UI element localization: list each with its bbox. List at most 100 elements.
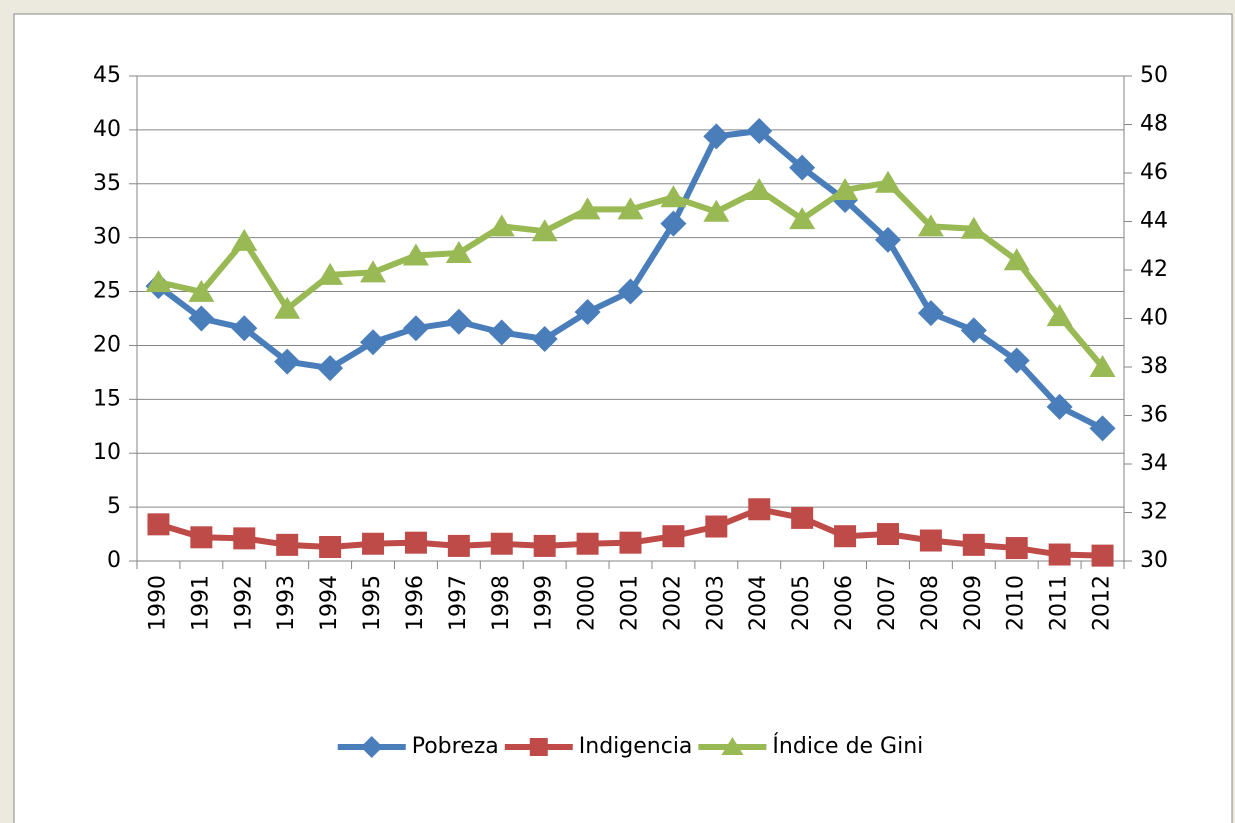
y2-tick-label: 36 <box>1140 403 1168 428</box>
x-tick-label: 2002 <box>660 575 685 631</box>
point-marker <box>445 241 472 264</box>
point-marker <box>834 525 857 548</box>
point-marker <box>360 260 387 283</box>
point-marker <box>276 533 299 556</box>
legend-marker <box>721 737 744 755</box>
x-tick-label: 1998 <box>489 575 514 631</box>
y2-tick-label: 34 <box>1140 451 1168 476</box>
x-tick-label: 2009 <box>961 575 986 631</box>
y2-tick-label: 46 <box>1140 160 1168 185</box>
y-tick-label: 30 <box>93 225 121 250</box>
point-marker <box>360 329 387 356</box>
point-marker <box>488 214 515 237</box>
x-tick-label: 2006 <box>832 575 857 631</box>
point-marker <box>231 228 258 251</box>
x-tick-label: 2011 <box>1047 575 1072 631</box>
point-marker <box>917 214 944 237</box>
y2-tick-label: 48 <box>1140 112 1168 137</box>
y-tick-label: 0 <box>107 548 121 573</box>
x-tick-label: 2012 <box>1090 575 1115 631</box>
point-marker <box>1003 347 1030 374</box>
point-marker <box>274 296 301 319</box>
x-tick-label: 2008 <box>918 575 943 631</box>
point-marker <box>703 199 730 222</box>
point-marker <box>402 315 429 342</box>
point-marker <box>1048 543 1071 566</box>
legend-marker <box>529 738 548 756</box>
point-marker <box>1003 248 1030 271</box>
point-marker <box>660 185 687 208</box>
point-marker <box>1089 355 1116 377</box>
y2-tick-label: 40 <box>1140 306 1168 331</box>
y2-tick-label: 38 <box>1140 354 1168 379</box>
x-tick-label: 2004 <box>746 575 771 631</box>
point-marker <box>874 170 901 193</box>
point-marker <box>705 515 728 538</box>
point-marker <box>233 527 256 550</box>
point-marker <box>1091 544 1114 567</box>
x-tick-label: 1993 <box>274 575 299 631</box>
point-marker <box>447 534 470 557</box>
point-marker <box>960 317 987 344</box>
point-marker <box>746 117 773 144</box>
point-marker <box>748 498 771 521</box>
point-marker <box>445 308 472 335</box>
legend-label: Indigencia <box>579 734 693 759</box>
point-marker <box>488 319 515 346</box>
y-tick-label: 45 <box>93 63 121 88</box>
point-marker <box>190 526 213 549</box>
point-marker <box>789 154 816 181</box>
point-marker <box>1005 537 1028 560</box>
y2-tick-label: 42 <box>1140 257 1168 282</box>
legend-label: Índice de Gini <box>772 733 923 759</box>
point-marker <box>1089 415 1116 442</box>
x-tick-label: 1991 <box>188 575 213 631</box>
point-marker <box>660 210 687 237</box>
point-marker <box>874 226 901 253</box>
y-tick-label: 20 <box>93 332 121 357</box>
point-marker <box>402 243 429 266</box>
x-tick-label: 2000 <box>575 575 600 631</box>
point-marker <box>876 523 899 546</box>
point-marker <box>962 533 985 556</box>
x-tick-label: 2005 <box>789 575 814 631</box>
x-tick-label: 1990 <box>145 575 170 631</box>
point-marker <box>533 534 556 557</box>
legend: Pobreza Indigencia Índice de Gini <box>337 733 923 759</box>
point-marker <box>319 535 342 558</box>
point-marker <box>617 197 644 220</box>
y-tick-label: 35 <box>93 171 121 196</box>
point-marker <box>317 355 344 382</box>
point-marker <box>188 279 215 302</box>
y-tick-label: 25 <box>93 279 121 304</box>
point-marker <box>1046 304 1073 327</box>
legend-marker <box>360 736 383 758</box>
point-marker <box>832 177 859 200</box>
point-marker <box>619 531 642 554</box>
point-marker <box>531 325 558 352</box>
point-marker <box>231 315 258 342</box>
x-tick-label: 2007 <box>875 575 900 631</box>
point-marker <box>574 197 601 220</box>
point-marker <box>789 207 816 230</box>
y-tick-label: 40 <box>93 117 121 142</box>
point-marker <box>574 299 601 326</box>
point-marker <box>919 529 942 552</box>
point-marker <box>145 270 172 293</box>
point-marker <box>791 506 814 529</box>
point-marker <box>531 219 558 242</box>
x-tick-label: 1999 <box>532 575 557 631</box>
y2-tick-label: 50 <box>1140 63 1168 88</box>
y2-tick-label: 44 <box>1140 209 1168 234</box>
point-marker <box>703 123 730 150</box>
y-tick-label: 15 <box>93 386 121 411</box>
x-tick-label: 2010 <box>1004 575 1029 631</box>
x-tick-label: 2001 <box>618 575 643 631</box>
point-marker <box>617 278 644 305</box>
x-tick-label: 1992 <box>231 575 256 631</box>
point-marker <box>917 300 944 327</box>
point-marker <box>317 262 344 285</box>
x-tick-label: 2003 <box>703 575 728 631</box>
x-tick-label: 1997 <box>446 575 471 631</box>
